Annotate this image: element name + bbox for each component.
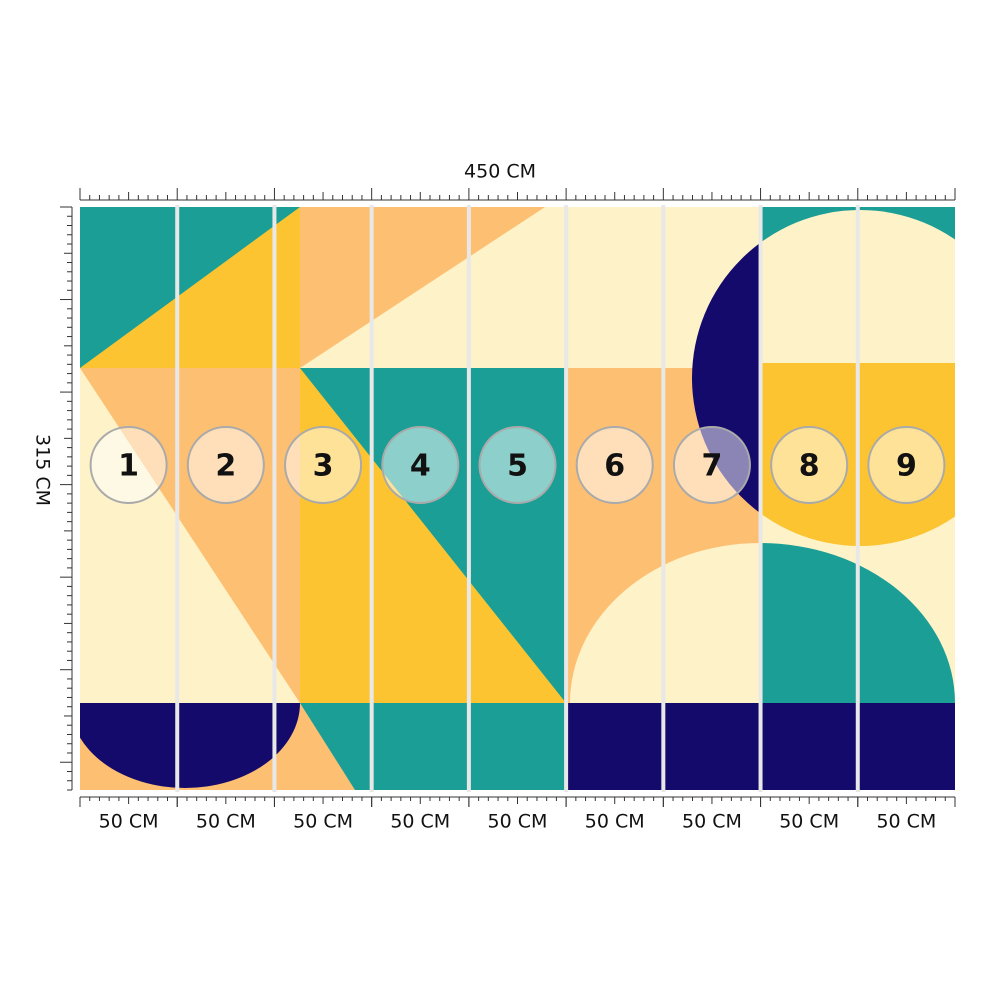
height-label: 315 CM: [32, 434, 54, 506]
panel-number: 2: [215, 449, 236, 484]
panels: 1 50 CM 2 50 CM 3 50 CM 4 50 CM 5 50 CM 6 50 CM 7 50 …: [89, 205, 946, 833]
panel-number: 9: [896, 449, 917, 484]
panel-number: 8: [799, 449, 820, 484]
panel-badge: [770, 426, 849, 504]
panel-badge: [381, 426, 460, 504]
panel-seam: [758, 205, 763, 792]
panel-width: 50 CM: [682, 811, 742, 833]
panel-number: 3: [313, 449, 334, 484]
panel-number: 5: [507, 449, 528, 484]
panel-width: 50 CM: [196, 811, 256, 833]
panel-width: 50 CM: [876, 811, 936, 833]
panel-badge: [478, 426, 557, 504]
panel-badge: [186, 426, 265, 504]
panel-number: 7: [702, 449, 723, 484]
panel-seam: [564, 205, 569, 792]
panel-badge: [867, 426, 946, 504]
panel-number: 1: [118, 449, 139, 484]
panel-width: 50 CM: [488, 811, 548, 833]
panel-width: 50 CM: [390, 811, 450, 833]
panel-width: 50 CM: [293, 811, 353, 833]
panel-seam: [855, 205, 860, 792]
panel-seam: [466, 205, 471, 792]
panel-width: 50 CM: [585, 811, 645, 833]
panel-width: 50 CM: [779, 811, 839, 833]
panel-seam: [369, 205, 374, 792]
panel-badge: [284, 426, 363, 504]
panel-badge: [575, 426, 654, 504]
panel-number: 6: [604, 449, 625, 484]
panel-badge: [89, 426, 168, 504]
panel-width: 50 CM: [99, 811, 159, 833]
panel-number: 4: [410, 449, 431, 484]
panel-seam: [661, 205, 666, 792]
rulers: [60, 188, 956, 807]
panel-seam: [175, 205, 180, 792]
panel-badge: [672, 426, 751, 504]
panel-seam: [272, 205, 277, 792]
width-label: 450 CM: [464, 161, 536, 183]
